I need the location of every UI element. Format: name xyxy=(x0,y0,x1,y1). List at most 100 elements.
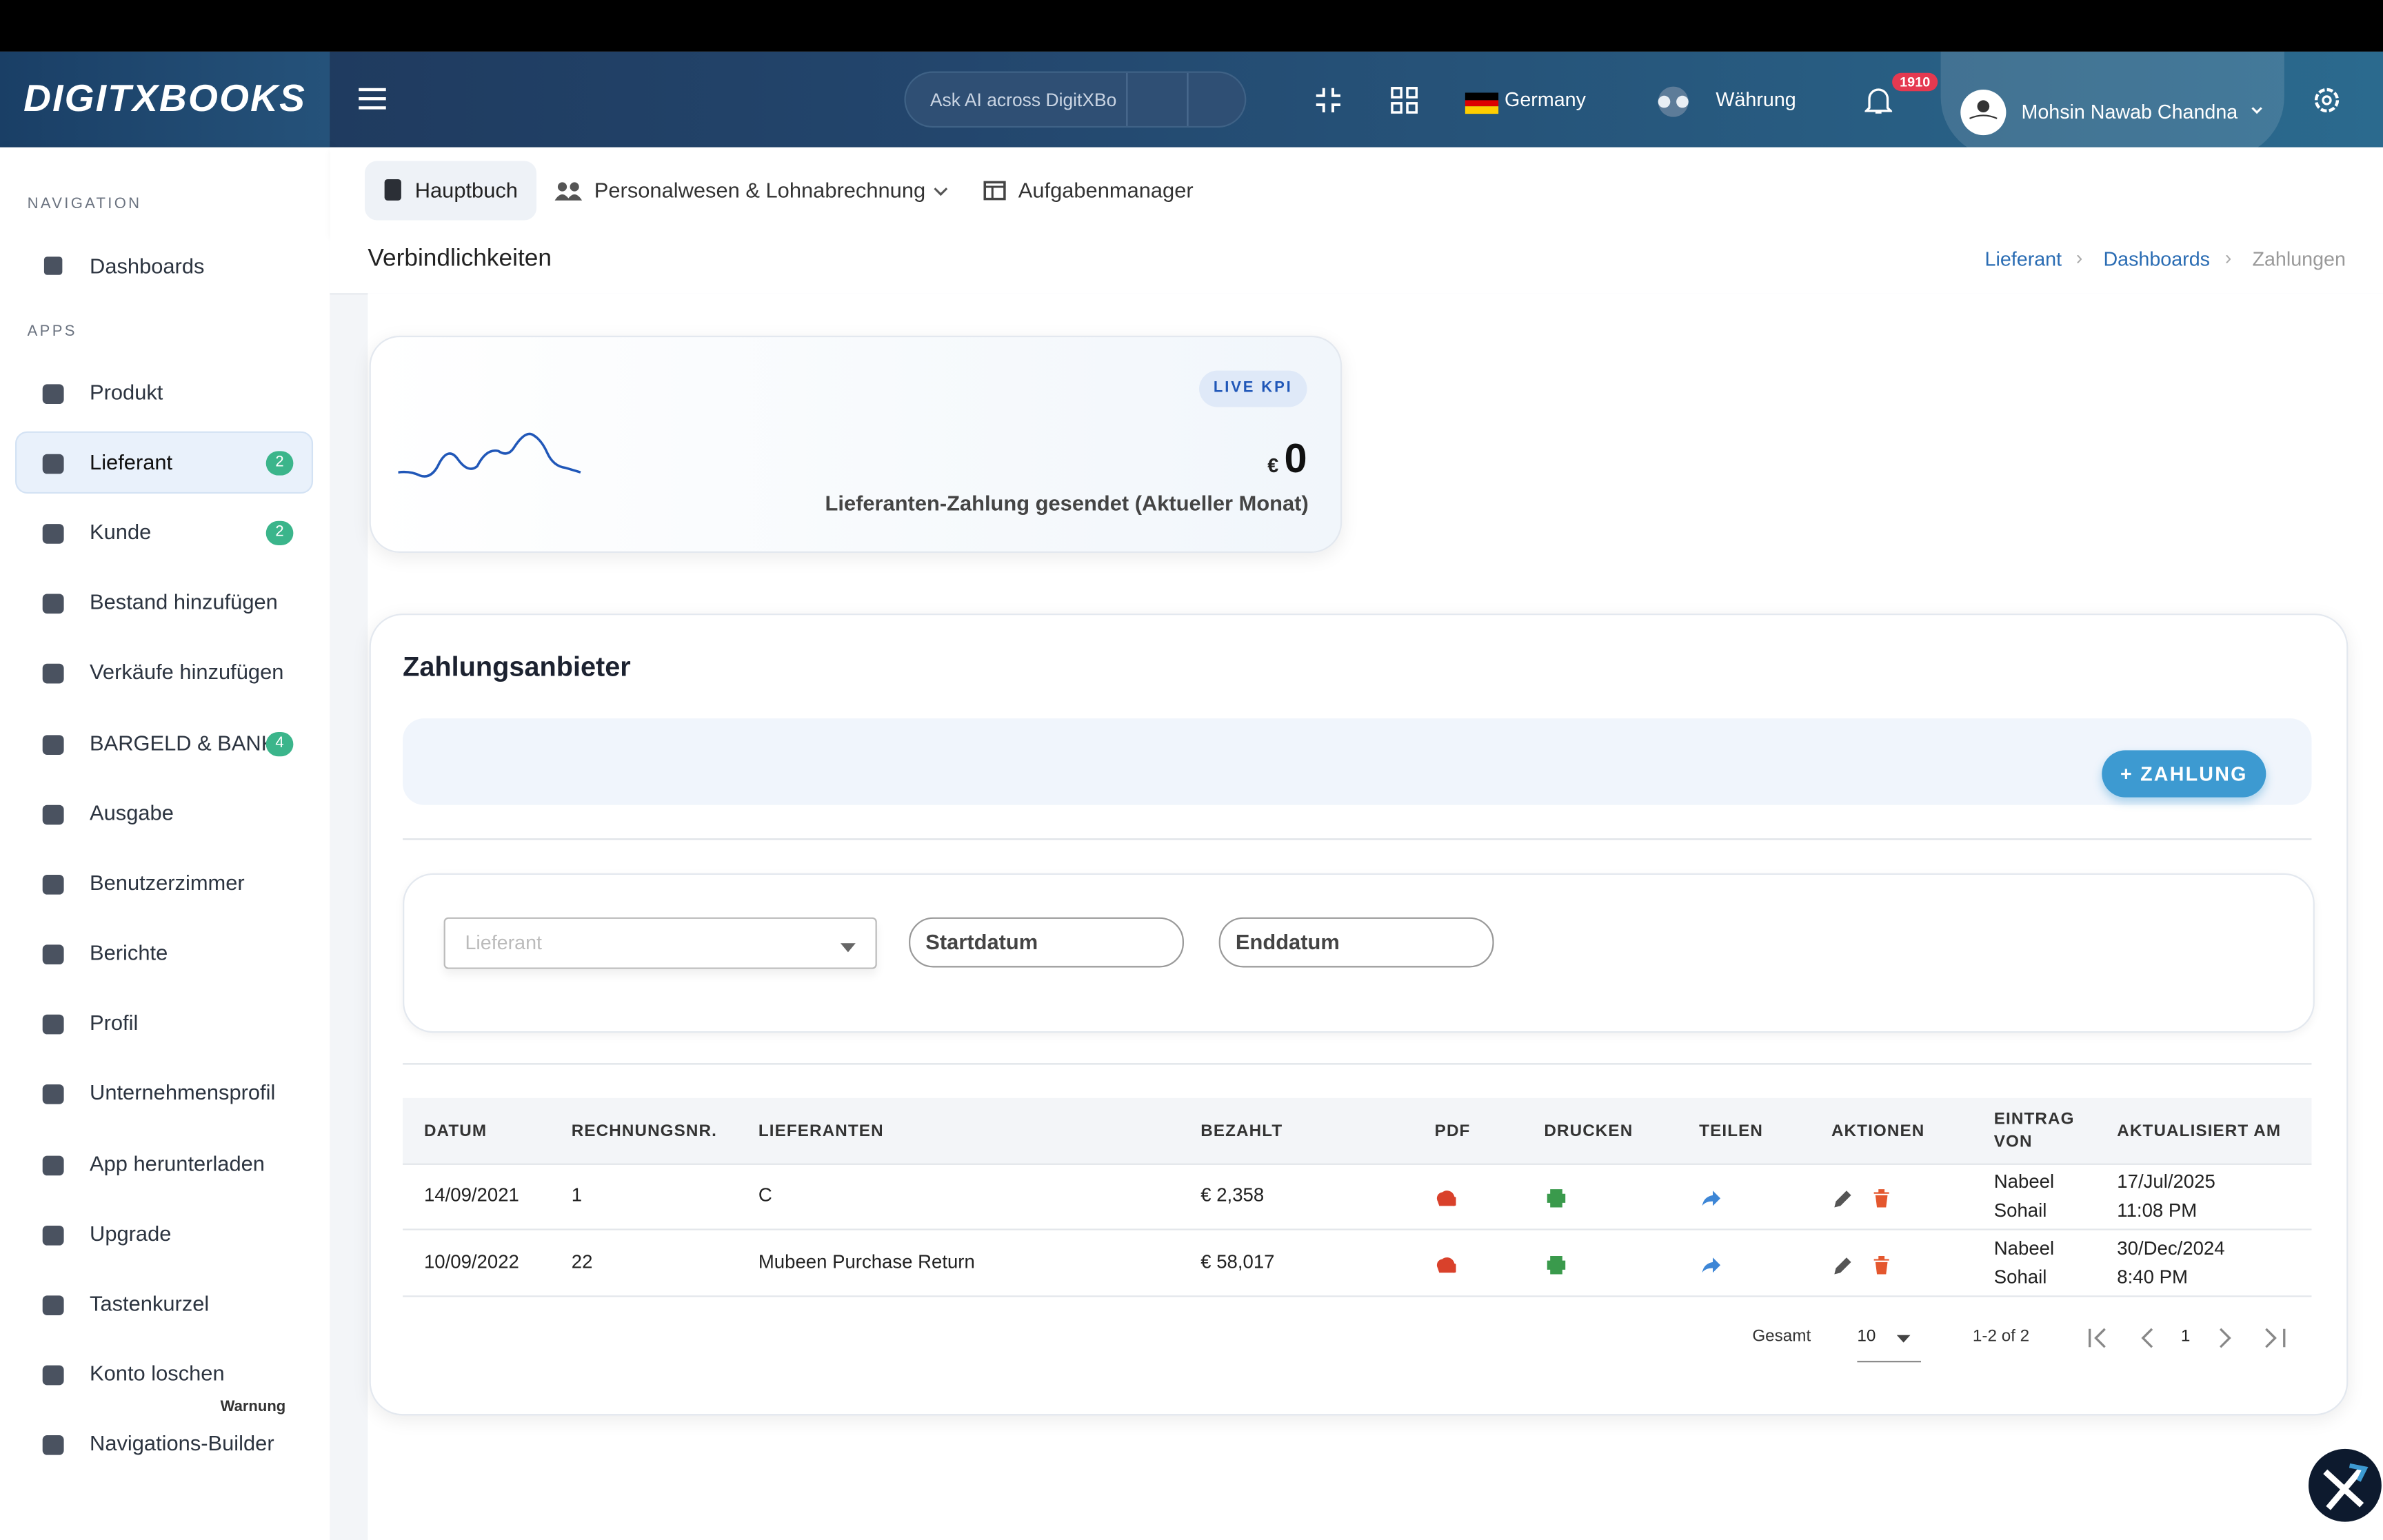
nav-item[interactable]: Konto loschen xyxy=(90,1361,225,1386)
nav-icon xyxy=(42,524,64,544)
row-icon[interactable] xyxy=(1871,1255,1892,1276)
currency[interactable]: Währung xyxy=(1716,88,1796,111)
column-label: DRUCKEN xyxy=(1544,1122,1633,1140)
share-icon[interactable] xyxy=(1700,1188,1722,1217)
nav-item[interactable]: Kunde xyxy=(90,519,152,544)
nav-item[interactable]: Verkäufe hinzufügen xyxy=(90,659,284,684)
nav-item[interactable]: Navigations-Builder xyxy=(90,1430,274,1455)
fullscreen-icon[interactable] xyxy=(1315,87,1343,114)
logo[interactable]: DIGITXBOOKS xyxy=(0,51,330,148)
nav-icon xyxy=(42,1365,64,1386)
nav-badge: 2 xyxy=(265,520,294,545)
chat-button[interactable] xyxy=(2304,1444,2383,1523)
panel-title: Zahlungsanbieter xyxy=(403,651,631,682)
print-icon[interactable] xyxy=(1546,1188,1567,1217)
cell: € 58,017 xyxy=(1200,1251,1275,1273)
tab[interactable]: Personalwesen & Lohnabrechnung xyxy=(594,177,926,203)
nav-item[interactable]: Tastenkurzel xyxy=(90,1290,210,1315)
nav-item[interactable]: App herunterladen xyxy=(90,1151,265,1176)
nav-icon xyxy=(43,256,63,275)
pdf-icon[interactable] xyxy=(1435,1255,1458,1284)
row-icon[interactable] xyxy=(1546,1255,1567,1276)
cell: 10/09/2022 xyxy=(423,1251,519,1273)
add-payment-button[interactable]: + ZAHLUNG xyxy=(2102,750,2266,798)
toolbar xyxy=(403,718,2312,805)
column-label: LIEFERANTEN xyxy=(758,1122,884,1140)
cell: C xyxy=(758,1184,772,1206)
tab[interactable]: Hauptbuch xyxy=(414,177,518,203)
delete-icon[interactable] xyxy=(1871,1255,1892,1284)
delete-icon[interactable] xyxy=(1871,1188,1892,1217)
table-row xyxy=(403,1230,2312,1297)
nav-icon xyxy=(42,875,64,895)
print-icon[interactable] xyxy=(1546,1255,1567,1284)
menu-icon[interactable] xyxy=(359,87,386,111)
kpi-value: 0 xyxy=(1284,436,1307,482)
tab-icon xyxy=(983,181,1006,201)
column-label: BEZAHLT xyxy=(1200,1122,1283,1140)
tab[interactable]: Aufgabenmanager xyxy=(1018,177,1194,203)
nav-item[interactable]: Ausgabe xyxy=(90,800,174,825)
breadcrumb-link[interactable]: Lieferant xyxy=(1984,247,2062,271)
divider xyxy=(403,1063,2312,1065)
tab-icon xyxy=(384,179,401,201)
nav-icon xyxy=(42,804,64,825)
ai-search[interactable]: Ask AI across DigitXBo xyxy=(904,71,1247,128)
nav-item[interactable]: Unternehmensprofil xyxy=(90,1080,276,1104)
nav-item[interactable]: Bestand hinzufügen xyxy=(90,589,278,614)
nav-item[interactable]: Berichte xyxy=(90,940,168,965)
apps-heading: APPS xyxy=(27,323,77,341)
share-icon[interactable] xyxy=(1700,1255,1722,1284)
settings-icon[interactable] xyxy=(2311,85,2342,115)
edit-icon[interactable] xyxy=(1833,1188,1854,1217)
apps-icon[interactable] xyxy=(1391,87,1418,114)
sparkline xyxy=(398,432,581,478)
kpi-badge: LIVE KPI xyxy=(1199,370,1307,407)
flag-de xyxy=(1465,92,1499,114)
pagination-controls[interactable] xyxy=(2087,1326,2292,1350)
column-label: AKTUALISIERT AM xyxy=(2117,1122,2282,1140)
bell-icon[interactable] xyxy=(1864,85,1893,115)
column-label: AKTIONEN xyxy=(1831,1122,1925,1140)
nav-item[interactable]: Benutzerzimmer xyxy=(90,870,245,895)
nav-icon xyxy=(42,1155,64,1176)
nav-note: Warnung xyxy=(220,1399,286,1416)
ai-button[interactable] xyxy=(1126,72,1188,126)
cell: Nabeel Sohail xyxy=(1993,1237,2055,1288)
edit-icon[interactable] xyxy=(1833,1255,1854,1284)
page-size[interactable]: 10 xyxy=(1857,1328,1921,1363)
end-date[interactable]: Enddatum xyxy=(1218,917,1494,968)
divider xyxy=(403,838,2312,840)
country[interactable]: Germany xyxy=(1505,88,1586,111)
row-icon[interactable] xyxy=(1871,1188,1892,1209)
start-date[interactable]: Startdatum xyxy=(909,917,1184,968)
total-label: Gesamt xyxy=(1752,1327,1811,1346)
row-icon[interactable] xyxy=(1700,1255,1722,1276)
supplier-select[interactable]: Lieferant xyxy=(443,917,877,969)
learn-button[interactable] xyxy=(1187,72,1245,126)
row-icon[interactable] xyxy=(1546,1188,1567,1209)
nav-item[interactable]: Upgrade xyxy=(90,1221,172,1246)
nav-icon xyxy=(42,1435,64,1455)
row-icon[interactable] xyxy=(1435,1255,1458,1276)
row-icon[interactable] xyxy=(1833,1188,1854,1209)
tab-bar xyxy=(330,147,2383,236)
cell: 30/Dec/2024 8:40 PM xyxy=(2117,1237,2225,1288)
column-header: AKTIONEN xyxy=(1831,1107,1983,1156)
row-icon[interactable] xyxy=(1435,1188,1458,1209)
row-icon[interactable] xyxy=(1833,1255,1854,1276)
nav-item[interactable]: Produkt xyxy=(90,379,163,405)
breadcrumb-link[interactable]: Dashboards xyxy=(2103,247,2211,271)
nav-item[interactable]: Dashboards xyxy=(90,253,205,278)
pdf-icon[interactable] xyxy=(1435,1188,1458,1217)
column-label: EINTRAG VON xyxy=(1993,1110,2075,1152)
dropdown-arrow xyxy=(1896,1335,1911,1343)
column-header: BEZAHLT xyxy=(1200,1107,1414,1156)
row-icon[interactable] xyxy=(1700,1188,1722,1209)
nav-item[interactable]: Lieferant xyxy=(90,449,173,474)
filter-card xyxy=(403,873,2315,1033)
nav-item[interactable]: Profil xyxy=(90,1010,139,1035)
nav-item[interactable]: BARGELD & BANK xyxy=(90,730,276,755)
